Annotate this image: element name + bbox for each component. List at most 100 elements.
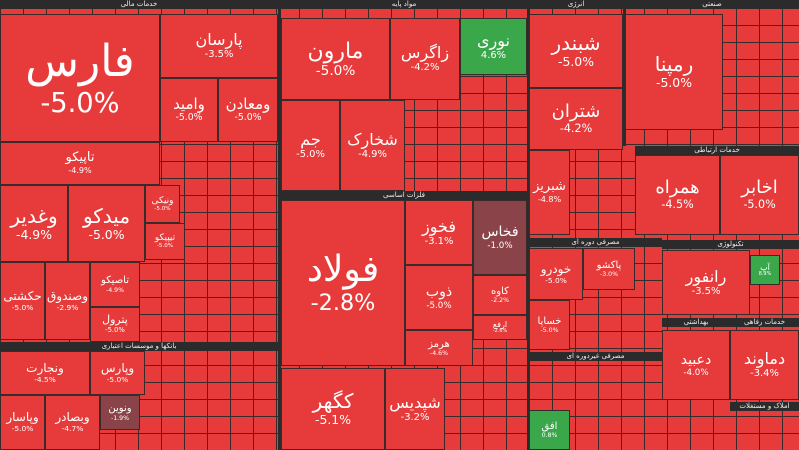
stock-name: هرمز xyxy=(428,338,450,350)
stock-tile: ونوین -1.9% xyxy=(100,395,140,430)
stock-tile: ارفع -2.6% xyxy=(473,315,527,340)
stock-name: ارفع xyxy=(492,320,508,330)
stock-tile: ذوب -5.0% xyxy=(405,265,473,330)
stock-change: -5.0% xyxy=(296,148,325,160)
stock-tile: میدکو -5.0% xyxy=(68,185,145,262)
stock-change: -4.9% xyxy=(68,166,92,176)
stock-change: -1.0% xyxy=(487,240,513,251)
stock-change: -5.0% xyxy=(154,205,171,212)
stock-change: -3.1% xyxy=(424,235,454,247)
stock-change: -5.0% xyxy=(558,54,594,70)
stock-tile: وامید -5.0% xyxy=(160,78,218,142)
stock-name: میدکو xyxy=(82,203,131,228)
stock-change: 0.8% xyxy=(541,432,558,440)
stock-change: -5.0% xyxy=(426,300,452,311)
sector-header: خدمات مالی xyxy=(0,0,278,9)
stock-change: -2.2% xyxy=(491,297,509,305)
sector-header: بانکها و موسسات اعتباری xyxy=(0,342,278,351)
stock-change: -1.9% xyxy=(111,414,129,422)
stock-change: -4.7% xyxy=(61,424,84,434)
stock-tile: وصندوق -2.9% xyxy=(45,262,90,340)
stock-tile: حکشتی -5.0% xyxy=(0,262,45,340)
stock-tile: فخوز -3.1% xyxy=(405,200,473,265)
stock-name: شبندر xyxy=(551,31,601,56)
stock-name: ذوب xyxy=(425,284,453,301)
stock-tile: کاوه -2.2% xyxy=(473,275,527,315)
stock-name: خساپا xyxy=(537,315,562,327)
stock-tile: فخاس -1.0% xyxy=(473,200,527,275)
stock-name: دعبید xyxy=(680,351,712,368)
stock-change: -2.9% xyxy=(56,302,79,312)
stock-name: تیپیکو xyxy=(154,233,176,244)
sector-header: صنعتی xyxy=(625,0,799,9)
stock-change: -3.2% xyxy=(400,412,430,424)
stock-change: -4.5% xyxy=(661,197,694,211)
stock-tile: ومعادن -5.0% xyxy=(218,78,278,142)
stock-tile: نوری 4.6% xyxy=(460,18,527,75)
stock-change: -4.9% xyxy=(358,148,387,160)
stock-name: زاگرس xyxy=(400,43,450,63)
stock-tile: زاگرس -4.2% xyxy=(390,18,460,100)
sector-header: مصرفی دوره ای xyxy=(529,238,662,247)
stock-name: پاکشو xyxy=(596,259,622,271)
stock-tile: پترول -5.0% xyxy=(90,307,140,342)
stock-tile: پاکشو -3.0% xyxy=(583,248,635,290)
stock-name: رمپنا xyxy=(654,52,694,77)
stock-change: -2.6% xyxy=(492,328,508,335)
sector-header: مصرفی غیردوره ای xyxy=(529,352,662,361)
stock-change: -5.0% xyxy=(156,243,174,250)
stock-tile: کگهر -5.1% xyxy=(281,368,385,450)
stock-tile: ونیکی -5.0% xyxy=(145,185,180,223)
stock-change: -4.6% xyxy=(430,350,448,358)
stock-tile: همراه -4.5% xyxy=(635,155,720,235)
stock-name: حکشتی xyxy=(3,288,42,303)
stock-name: ونیکی xyxy=(151,195,174,206)
stock-name: خودرو xyxy=(540,261,572,276)
stock-tile: ونجارت -4.5% xyxy=(0,351,90,395)
stock-change: -5.0% xyxy=(315,62,356,79)
stock-tile: هرمز -4.6% xyxy=(405,330,473,366)
stock-name: شپدیس xyxy=(389,393,441,413)
stock-change: -5.0% xyxy=(545,275,567,285)
stock-name: شتران xyxy=(551,101,601,123)
stock-tile: جم -5.0% xyxy=(281,100,340,191)
stock-tile: تاپیکو -4.9% xyxy=(0,142,160,185)
stock-change: -5.0% xyxy=(88,226,125,242)
stock-tile: شپدیس -3.2% xyxy=(385,368,445,450)
stock-name: وصندوق xyxy=(46,288,88,303)
stock-change: 8.9% xyxy=(758,270,772,277)
stock-tile: فولاد -2.8% xyxy=(281,200,405,366)
stock-name: وپاسار xyxy=(6,410,39,425)
stock-tile: وپارس -5.0% xyxy=(90,351,145,395)
sector-header: خدمات رفاهی xyxy=(730,318,799,327)
stock-name: جم xyxy=(300,129,321,149)
stock-change: -5.0% xyxy=(40,87,120,119)
stock-change: -3.4% xyxy=(750,368,779,380)
stock-tile: مارون -5.0% xyxy=(281,18,390,100)
stock-change: -5.0% xyxy=(656,75,692,91)
stock-tile: رمپنا -5.0% xyxy=(625,14,723,130)
stock-name: وپارس xyxy=(100,360,135,375)
stock-name: تاپیکو xyxy=(65,150,95,166)
stock-name: وامید xyxy=(173,95,205,114)
stock-name: ومعادن xyxy=(225,95,271,114)
stock-tile: رانفور -3.5% xyxy=(662,250,750,315)
stock-change: -5.0% xyxy=(11,302,34,312)
stock-tile: دماوند -3.4% xyxy=(730,330,799,400)
stock-change: -5.0% xyxy=(540,327,559,335)
stock-tile: شتران -4.2% xyxy=(529,88,623,150)
stock-change: -5.0% xyxy=(234,112,262,124)
stock-change: -4.2% xyxy=(410,62,440,74)
stock-change: -5.0% xyxy=(106,374,129,384)
stock-name: فخوز xyxy=(422,216,456,236)
stock-name: فولاد xyxy=(306,249,380,291)
stock-tile: شبریز -4.8% xyxy=(529,150,570,235)
sector-header: خدمات ارتباطی xyxy=(635,146,799,155)
stock-tile: وبصادر -4.7% xyxy=(45,395,100,450)
stock-change: -3.5% xyxy=(691,285,721,297)
stock-name: مارون xyxy=(307,38,364,64)
stock-name: رانفور xyxy=(685,266,727,286)
stock-tile: دعبید -4.0% xyxy=(662,330,730,400)
stock-name: ونجارت xyxy=(26,360,64,375)
stock-change: 4.6% xyxy=(480,49,507,61)
